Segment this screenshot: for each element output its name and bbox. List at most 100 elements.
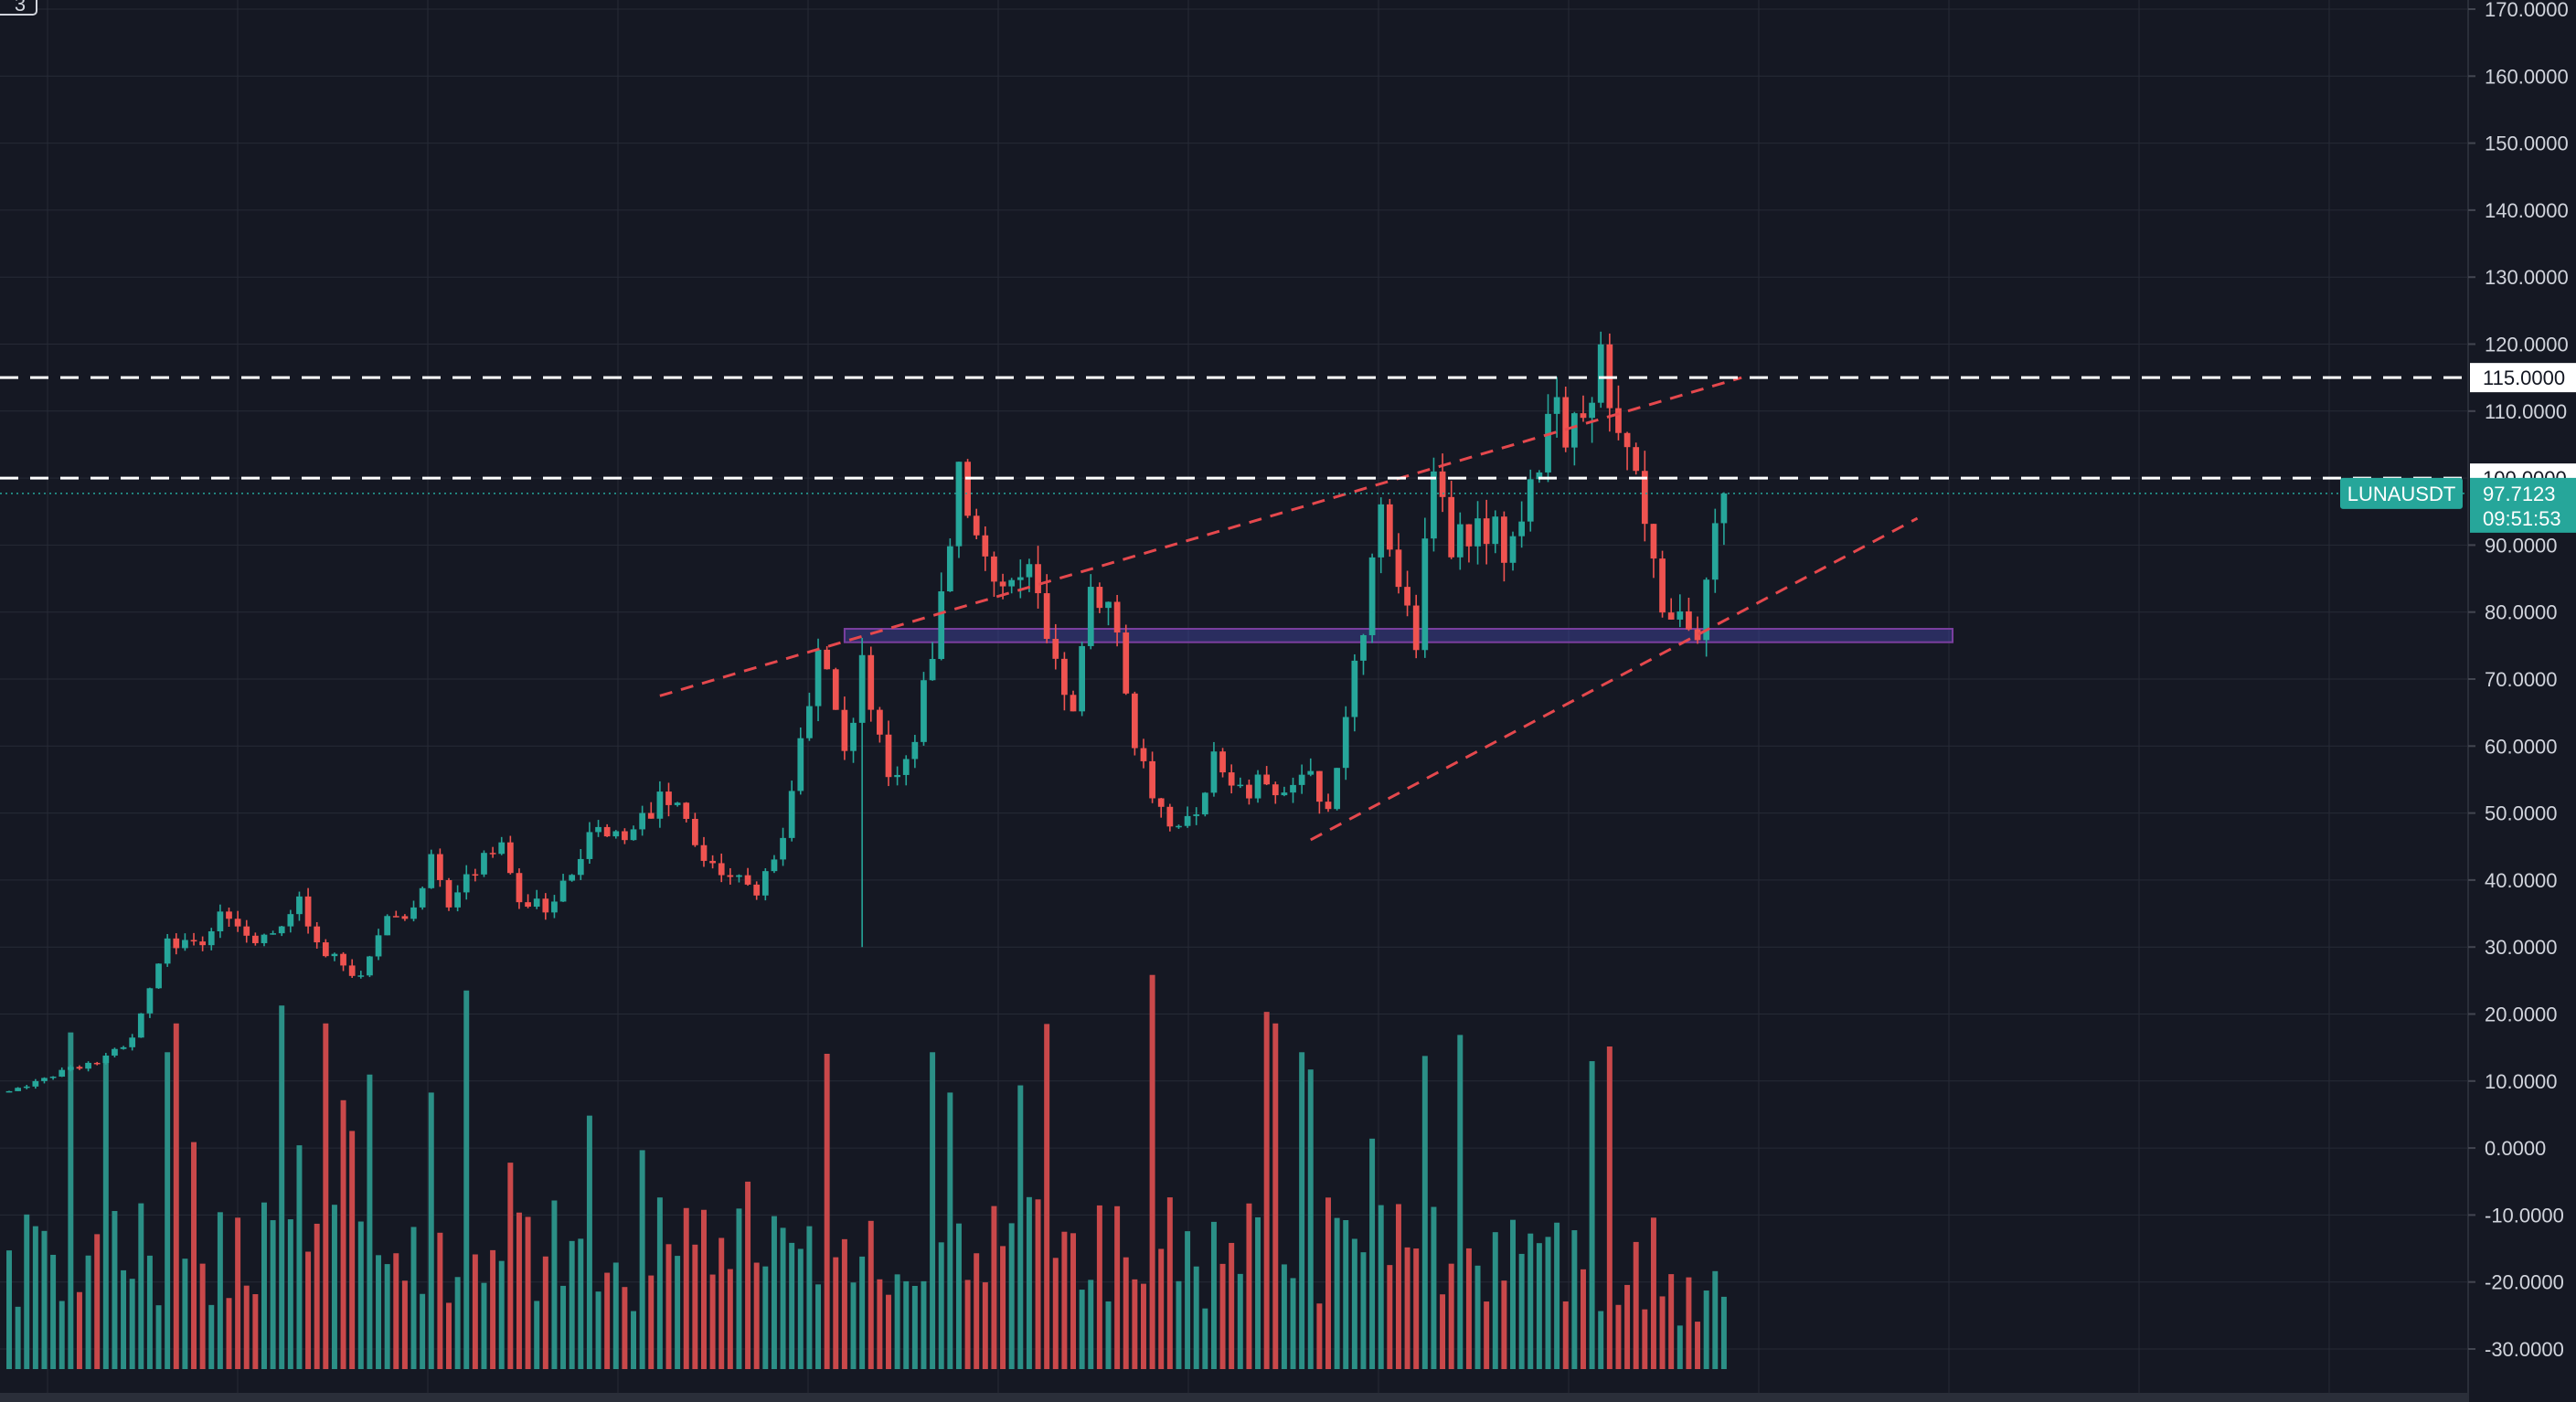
- candle-body[interactable]: [1536, 472, 1543, 480]
- candle-body[interactable]: [982, 535, 989, 557]
- candle-body[interactable]: [1360, 634, 1367, 661]
- candle-body[interactable]: [120, 1046, 127, 1049]
- candle-body[interactable]: [498, 842, 506, 855]
- candle-body[interactable]: [683, 802, 690, 819]
- candle-body[interactable]: [1483, 518, 1490, 545]
- candle-body[interactable]: [251, 935, 259, 943]
- candle-body[interactable]: [1228, 772, 1235, 786]
- candle-body[interactable]: [410, 907, 417, 919]
- candle-body[interactable]: [164, 938, 171, 964]
- candle-body[interactable]: [67, 1067, 74, 1070]
- candle-body[interactable]: [1219, 751, 1226, 773]
- candle-body[interactable]: [445, 879, 452, 908]
- candle-body[interactable]: [331, 953, 338, 957]
- candle-body[interactable]: [551, 901, 558, 913]
- candle-body[interactable]: [384, 916, 391, 936]
- candle-body[interactable]: [858, 654, 866, 723]
- candle-body[interactable]: [401, 916, 409, 919]
- trendline-layer[interactable]: [659, 376, 1919, 842]
- candle-body[interactable]: [991, 556, 997, 582]
- price-axis[interactable]: 170.0000 160.0000 150.0000 140.0000 130.0000…: [2340, 0, 2576, 1402]
- candle-body[interactable]: [340, 953, 346, 966]
- candle-body[interactable]: [902, 759, 910, 775]
- candle-body[interactable]: [463, 874, 470, 893]
- candle-body[interactable]: [1439, 471, 1446, 497]
- candle-body[interactable]: [639, 813, 646, 830]
- candle-body[interactable]: [718, 863, 725, 876]
- candle-body[interactable]: [806, 706, 813, 738]
- candle-body[interactable]: [1176, 825, 1182, 828]
- trendline-lower-channel[interactable]: [1310, 516, 1919, 842]
- candle-body[interactable]: [559, 880, 567, 902]
- candle-body[interactable]: [1096, 587, 1103, 609]
- candle-body[interactable]: [771, 859, 778, 872]
- candle-body[interactable]: [1210, 751, 1218, 793]
- candle-body[interactable]: [278, 926, 285, 934]
- corner-badge[interactable]: 3: [0, 0, 37, 16]
- candle-body[interactable]: [946, 546, 953, 592]
- candle-body[interactable]: [911, 741, 919, 759]
- candle-body[interactable]: [146, 988, 154, 1014]
- candle-body[interactable]: [691, 818, 698, 845]
- candle-body[interactable]: [1325, 802, 1332, 810]
- candle-body[interactable]: [1456, 524, 1464, 558]
- candle-body[interactable]: [348, 965, 356, 976]
- candle-body[interactable]: [1316, 770, 1323, 802]
- candle-body[interactable]: [1298, 774, 1305, 785]
- candle-body[interactable]: [1465, 524, 1473, 547]
- candle-body[interactable]: [832, 669, 839, 710]
- candle-body[interactable]: [287, 914, 294, 927]
- candle-body[interactable]: [314, 926, 321, 943]
- candle-body[interactable]: [59, 1069, 66, 1077]
- candle-body[interactable]: [1149, 760, 1155, 799]
- candle-body[interactable]: [1237, 784, 1244, 787]
- candle-body[interactable]: [1079, 645, 1086, 712]
- candle-body[interactable]: [1703, 579, 1710, 641]
- candle-body[interactable]: [32, 1080, 39, 1087]
- candle-body[interactable]: [1184, 815, 1191, 826]
- candle-body[interactable]: [1131, 693, 1138, 749]
- candle-body[interactable]: [525, 902, 531, 908]
- candle-body[interactable]: [1254, 774, 1261, 799]
- candle-body[interactable]: [190, 940, 197, 942]
- candle-body[interactable]: [270, 933, 276, 935]
- candle-body[interactable]: [1686, 611, 1692, 630]
- candle-body[interactable]: [217, 911, 224, 931]
- candle-body[interactable]: [1201, 792, 1208, 815]
- candle-body[interactable]: [1633, 447, 1640, 472]
- candle-body[interactable]: [1070, 695, 1077, 712]
- candle-body[interactable]: [674, 802, 681, 805]
- candle-body[interactable]: [357, 975, 365, 977]
- candle-body[interactable]: [41, 1078, 48, 1081]
- candle-body[interactable]: [1562, 397, 1570, 448]
- candle-body[interactable]: [630, 829, 637, 841]
- candle-body[interactable]: [1501, 516, 1507, 563]
- candle-body[interactable]: [868, 654, 875, 710]
- candle-body[interactable]: [603, 826, 611, 837]
- candle-body[interactable]: [1026, 564, 1033, 578]
- candle-body[interactable]: [506, 842, 514, 874]
- candle-body[interactable]: [973, 515, 980, 536]
- candle-body[interactable]: [814, 649, 822, 706]
- candle-body[interactable]: [1597, 344, 1604, 403]
- candle-body[interactable]: [367, 956, 373, 976]
- candle-body[interactable]: [1623, 432, 1631, 448]
- candle-body[interactable]: [392, 916, 399, 918]
- candle-body[interactable]: [1035, 564, 1041, 594]
- candle-body[interactable]: [1404, 587, 1410, 606]
- candle-body[interactable]: [1448, 496, 1455, 558]
- candle-body[interactable]: [173, 938, 180, 949]
- candle-body[interactable]: [1421, 538, 1429, 651]
- candle-body[interactable]: [1570, 413, 1578, 448]
- candle-body[interactable]: [1043, 593, 1050, 640]
- candle-body[interactable]: [1123, 632, 1130, 694]
- candle-body[interactable]: [1193, 814, 1200, 816]
- candle-body[interactable]: [15, 1088, 21, 1091]
- candle-body[interactable]: [885, 734, 892, 778]
- candle-body[interactable]: [797, 738, 804, 791]
- candle-body[interactable]: [489, 853, 496, 855]
- candle-body[interactable]: [850, 722, 857, 751]
- candle-body[interactable]: [437, 854, 443, 880]
